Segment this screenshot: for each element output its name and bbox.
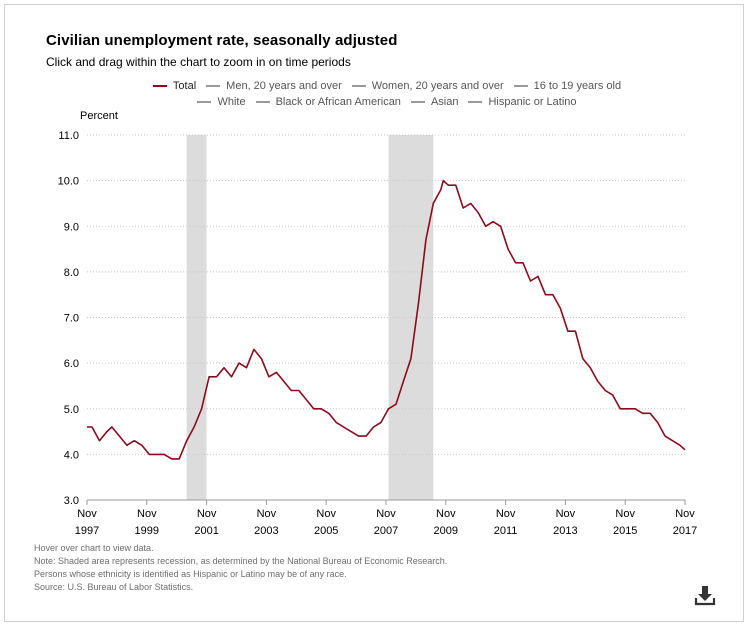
chart-frame bbox=[4, 4, 744, 622]
legend-label: Women, 20 years and over bbox=[371, 80, 504, 92]
note-source: Source: U.S. Bureau of Labor Statistics. bbox=[34, 582, 194, 592]
y-tick-label: 8.0 bbox=[64, 267, 79, 279]
legend-swatch bbox=[197, 101, 212, 103]
y-tick-label: 10.0 bbox=[58, 176, 79, 188]
chart-title: Civilian unemployment rate, seasonally a… bbox=[46, 32, 398, 49]
x-tick-month: Nov bbox=[436, 508, 456, 520]
recession-band bbox=[388, 135, 434, 500]
y-tick-label: 3.0 bbox=[64, 495, 79, 507]
legend-label: Hispanic or Latino bbox=[488, 96, 577, 108]
x-tick-year: 2017 bbox=[673, 525, 697, 537]
chart-notes: Hover over chart to view data. Note: Sha… bbox=[34, 542, 447, 594]
legend-swatch bbox=[255, 101, 270, 103]
legend-label: Total bbox=[172, 80, 197, 92]
x-tick-month: Nov bbox=[376, 508, 396, 520]
legend-item-women[interactable]: Women, 20 years and over bbox=[351, 78, 504, 94]
y-tick-label: 9.0 bbox=[64, 221, 79, 233]
legend-item-white[interactable]: White bbox=[197, 94, 246, 110]
legend-swatch bbox=[513, 85, 528, 87]
note-recession: Note: Shaded area represents recession, … bbox=[34, 556, 448, 566]
legend-item-hispanic[interactable]: Hispanic or Latino bbox=[468, 94, 577, 110]
x-tick-year: 1999 bbox=[135, 525, 159, 537]
legend-item-asian[interactable]: Asian bbox=[410, 94, 459, 110]
x-tick-year: 1997 bbox=[75, 525, 99, 537]
y-tick-label: 4.0 bbox=[64, 449, 79, 461]
x-tick-year: 2015 bbox=[613, 525, 637, 537]
x-tick-year: 2003 bbox=[254, 525, 278, 537]
x-tick-month: Nov bbox=[257, 508, 277, 520]
legend-item-total[interactable]: Total bbox=[152, 78, 197, 94]
y-tick-label: 6.0 bbox=[64, 358, 79, 370]
legend-label: Black or African American bbox=[275, 96, 401, 108]
x-tick-month: Nov bbox=[675, 508, 695, 520]
x-tick-year: 2005 bbox=[314, 525, 338, 537]
legend-item-teens[interactable]: 16 to 19 years old bbox=[513, 78, 622, 94]
x-tick-year: 2011 bbox=[494, 525, 518, 537]
download-icon[interactable] bbox=[694, 584, 716, 606]
x-tick-month: Nov bbox=[556, 508, 576, 520]
legend: Total Men, 20 years and over Women, 20 y… bbox=[142, 78, 642, 110]
x-tick-year: 2009 bbox=[434, 525, 458, 537]
download-glyph bbox=[694, 586, 716, 606]
legend-swatch bbox=[351, 85, 366, 87]
legend-label: Men, 20 years and over bbox=[226, 80, 342, 92]
legend-swatch bbox=[468, 101, 483, 103]
x-tick-year: 2013 bbox=[553, 525, 577, 537]
x-tick-month: Nov bbox=[137, 508, 157, 520]
series-line-total bbox=[87, 179, 686, 460]
y-tick-label: 7.0 bbox=[64, 313, 79, 325]
x-tick-month: Nov bbox=[496, 508, 516, 520]
legend-row-2: White Black or African American Asian Hi… bbox=[142, 94, 642, 110]
y-tick-label: 5.0 bbox=[64, 404, 79, 416]
note-hover: Hover over chart to view data. bbox=[34, 543, 154, 553]
x-tick-year: 2001 bbox=[194, 525, 218, 537]
x-tick-month: Nov bbox=[615, 508, 635, 520]
note-ethnicity: Persons whose ethnicity is identified as… bbox=[34, 569, 347, 579]
x-tick-month: Nov bbox=[316, 508, 336, 520]
x-tick-year: 2007 bbox=[374, 525, 398, 537]
x-tick-month: Nov bbox=[197, 508, 217, 520]
x-tick-month: Nov bbox=[77, 508, 97, 520]
y-axis-label: Percent bbox=[80, 110, 118, 122]
legend-label: 16 to 19 years old bbox=[533, 80, 622, 92]
legend-label: Asian bbox=[430, 96, 459, 108]
legend-swatch bbox=[206, 85, 221, 87]
legend-row-1: Total Men, 20 years and over Women, 20 y… bbox=[142, 78, 642, 94]
legend-swatch bbox=[152, 85, 167, 87]
legend-swatch bbox=[410, 101, 425, 103]
chart-subtitle: Click and drag within the chart to zoom … bbox=[46, 55, 351, 69]
legend-label: White bbox=[217, 96, 246, 108]
y-tick-label: 11.0 bbox=[58, 130, 79, 142]
legend-item-black[interactable]: Black or African American bbox=[255, 94, 401, 110]
legend-item-men[interactable]: Men, 20 years and over bbox=[206, 78, 342, 94]
